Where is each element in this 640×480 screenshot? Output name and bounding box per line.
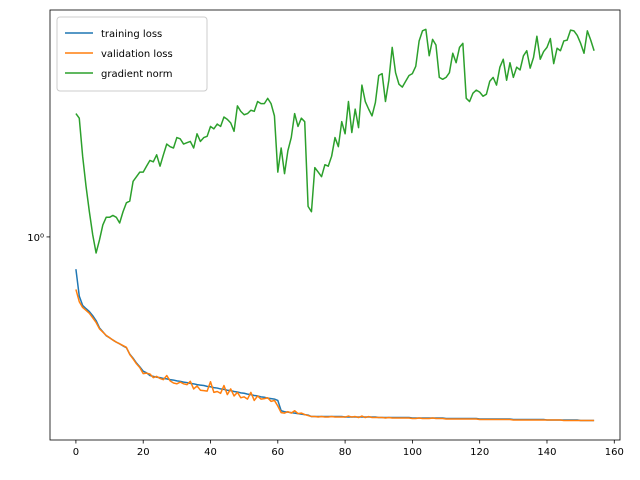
x-tick-label: 120: [470, 447, 489, 458]
line-series: [75, 28, 595, 254]
legend-label: training loss: [101, 29, 162, 40]
x-tick-label: 40: [204, 447, 217, 458]
legend-box: [56, 16, 208, 92]
x-tick-label: 160: [605, 447, 624, 458]
x-tick-label: 0: [73, 447, 79, 458]
x-tick-label: 100: [403, 447, 422, 458]
line-series: [75, 289, 595, 422]
legend-label: validation loss: [101, 49, 173, 60]
legend-label: gradient norm: [101, 69, 172, 80]
line-series: [75, 269, 595, 422]
y-tick-label: 10⁰: [27, 233, 44, 244]
x-tick-label: 20: [137, 447, 150, 458]
x-tick-label: 140: [537, 447, 556, 458]
axes-frame: [49, 9, 621, 441]
x-tick-label: 60: [271, 447, 284, 458]
x-tick-label: 80: [339, 447, 352, 458]
